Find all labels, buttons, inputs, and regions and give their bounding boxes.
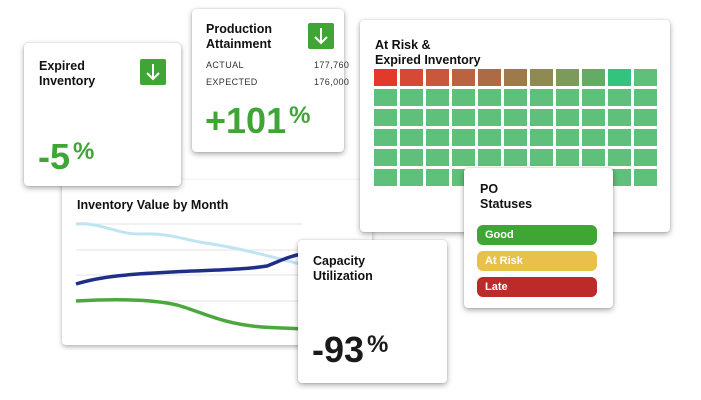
capacity-utilization-title: Capacity Utilization xyxy=(313,254,373,283)
heatmap-cell xyxy=(556,129,579,146)
capacity-utilization-card[interactable]: Capacity Utilization -93% xyxy=(298,240,447,383)
expected-value: 176,000 xyxy=(314,77,350,87)
heatmap-cell xyxy=(478,129,501,146)
actual-value: 177,760 xyxy=(314,60,350,70)
po-statuses-card[interactable]: PO Statuses Good At Risk Late xyxy=(464,168,613,308)
heatmap-cell xyxy=(452,69,475,86)
heatmap-cell xyxy=(374,129,397,146)
heatmap-cell xyxy=(634,149,657,166)
at-risk-title: At Risk & Expired Inventory xyxy=(375,38,481,67)
heatmap-cell xyxy=(478,69,501,86)
heatmap-cell xyxy=(400,129,423,146)
series-navy-line xyxy=(75,252,303,286)
heatmap-cell xyxy=(374,149,397,166)
heatmap-cell xyxy=(582,129,605,146)
series-light-line xyxy=(75,222,301,266)
heatmap-cell xyxy=(426,69,449,86)
arrow-down-icon xyxy=(308,23,334,49)
heatmap-cell xyxy=(530,109,553,126)
heatmap-cell xyxy=(608,169,631,186)
heatmap-cell xyxy=(504,129,527,146)
heatmap-cell xyxy=(582,109,605,126)
heatmap-cell xyxy=(608,69,631,86)
production-attainment-title: Production Attainment xyxy=(206,22,272,51)
capacity-utilization-value: -93% xyxy=(312,329,389,370)
expected-label: EXPECTED xyxy=(206,77,258,87)
heatmap-cell xyxy=(504,89,527,106)
heatmap-cell xyxy=(400,149,423,166)
heatmap-cell xyxy=(530,69,553,86)
heatmap-cell xyxy=(634,89,657,106)
heatmap-cell xyxy=(478,149,501,166)
heatmap-cell xyxy=(374,89,397,106)
actual-label: ACTUAL xyxy=(206,60,244,70)
heatmap-cell xyxy=(530,89,553,106)
heatmap-cell xyxy=(556,109,579,126)
inventory-value-title: Inventory Value by Month xyxy=(77,198,229,212)
heatmap-cell xyxy=(452,129,475,146)
heatmap-cell xyxy=(426,89,449,106)
heatmap-cell xyxy=(634,69,657,86)
heatmap-cell xyxy=(556,89,579,106)
heatmap-cell xyxy=(530,129,553,146)
heatmap-cell xyxy=(608,89,631,106)
heatmap-cell xyxy=(556,149,579,166)
production-attainment-value: +101% xyxy=(205,100,311,141)
heatmap-cell xyxy=(400,89,423,106)
heatmap-cell xyxy=(452,109,475,126)
arrow-down-icon xyxy=(140,59,166,85)
heatmap-cell xyxy=(478,89,501,106)
heatmap-cell xyxy=(452,89,475,106)
heatmap-cell xyxy=(426,169,449,186)
heatmap-cell xyxy=(634,109,657,126)
heatmap-cell xyxy=(556,69,579,86)
heatmap-cell xyxy=(400,69,423,86)
heatmap-cell xyxy=(504,149,527,166)
heatmap-cell xyxy=(478,109,501,126)
heatmap-cell xyxy=(426,149,449,166)
po-statuses-title: PO Statuses xyxy=(480,182,533,211)
heatmap-cell xyxy=(400,169,423,186)
heatmap-cell xyxy=(426,109,449,126)
heatmap-cell xyxy=(530,149,553,166)
expired-inventory-card[interactable]: Expired Inventory -5% xyxy=(24,43,181,186)
heatmap-cell xyxy=(608,129,631,146)
heatmap-cell xyxy=(374,109,397,126)
heatmap-cell xyxy=(374,69,397,86)
heatmap-cell xyxy=(452,149,475,166)
heatmap-cell xyxy=(504,69,527,86)
heatmap-cell xyxy=(400,109,423,126)
inventory-value-chart xyxy=(75,222,303,331)
series-green-line xyxy=(75,298,303,331)
expired-inventory-title: Expired Inventory xyxy=(39,59,96,88)
heatmap-cell xyxy=(634,169,657,186)
heatmap-cell xyxy=(608,109,631,126)
expired-inventory-value: -5% xyxy=(38,136,95,177)
production-attainment-card[interactable]: Production Attainment ACTUAL 177,760 EXP… xyxy=(192,9,349,152)
heatmap-cell xyxy=(582,149,605,166)
status-good[interactable]: Good xyxy=(477,225,597,245)
status-late[interactable]: Late xyxy=(477,277,597,297)
heatmap-cell xyxy=(582,89,605,106)
heatmap-cell xyxy=(608,149,631,166)
heatmap-cell xyxy=(634,129,657,146)
heatmap-cell xyxy=(426,129,449,146)
heatmap-cell xyxy=(504,109,527,126)
heatmap-cell xyxy=(374,169,397,186)
status-at-risk[interactable]: At Risk xyxy=(477,251,597,271)
heatmap-cell xyxy=(582,69,605,86)
